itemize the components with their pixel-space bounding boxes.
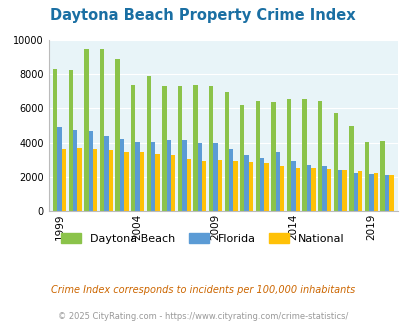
Bar — [68, 71, 73, 211]
Bar — [162, 86, 166, 211]
Bar — [244, 154, 248, 211]
Bar — [348, 126, 353, 211]
Bar — [209, 86, 213, 211]
Bar — [62, 149, 66, 211]
Bar — [182, 140, 186, 211]
Bar — [213, 144, 217, 211]
Bar — [217, 160, 222, 211]
Bar — [119, 139, 124, 211]
Bar — [364, 142, 368, 211]
Text: © 2025 CityRating.com - https://www.cityrating.com/crime-statistics/: © 2025 CityRating.com - https://www.city… — [58, 312, 347, 321]
Bar — [84, 49, 88, 211]
Bar — [248, 162, 253, 211]
Bar — [326, 169, 330, 211]
Bar — [388, 175, 392, 211]
Bar — [341, 170, 346, 211]
Bar — [108, 150, 113, 211]
Bar — [239, 105, 244, 211]
Bar — [151, 142, 155, 211]
Bar — [275, 152, 279, 211]
Bar — [53, 69, 58, 211]
Text: Daytona Beach Property Crime Index: Daytona Beach Property Crime Index — [50, 8, 355, 23]
Bar — [290, 161, 295, 211]
Bar — [311, 168, 315, 211]
Bar — [77, 148, 81, 211]
Bar — [224, 92, 228, 211]
Bar — [271, 102, 275, 211]
Bar — [384, 175, 388, 211]
Bar — [264, 163, 268, 211]
Bar — [306, 165, 311, 211]
Bar — [177, 86, 182, 211]
Bar — [166, 140, 171, 211]
Bar — [357, 171, 361, 211]
Bar — [233, 161, 237, 211]
Bar — [228, 149, 233, 211]
Bar — [337, 170, 341, 211]
Bar — [58, 127, 62, 211]
Bar — [146, 76, 151, 211]
Bar — [155, 154, 159, 211]
Bar — [202, 161, 206, 211]
Bar — [373, 174, 377, 211]
Bar — [171, 155, 175, 211]
Bar — [260, 158, 264, 211]
Bar — [379, 141, 384, 211]
Bar — [186, 159, 190, 211]
Bar — [100, 49, 104, 211]
Bar — [104, 136, 108, 211]
Bar — [353, 174, 357, 211]
Bar — [88, 131, 93, 211]
Bar — [93, 149, 97, 211]
Bar — [322, 166, 326, 211]
Bar — [255, 101, 260, 211]
Bar — [135, 142, 139, 211]
Bar — [333, 114, 337, 211]
Bar — [302, 99, 306, 211]
Bar — [193, 85, 197, 211]
Bar — [279, 166, 284, 211]
Bar — [368, 174, 373, 211]
Bar — [317, 101, 322, 211]
Bar — [131, 85, 135, 211]
Text: Crime Index corresponds to incidents per 100,000 inhabitants: Crime Index corresponds to incidents per… — [51, 285, 354, 295]
Bar — [115, 59, 119, 211]
Bar — [197, 144, 202, 211]
Bar — [286, 99, 290, 211]
Bar — [124, 152, 128, 211]
Bar — [139, 152, 144, 211]
Bar — [295, 168, 299, 211]
Legend: Daytona Beach, Florida, National: Daytona Beach, Florida, National — [57, 229, 348, 248]
Bar — [73, 130, 77, 211]
